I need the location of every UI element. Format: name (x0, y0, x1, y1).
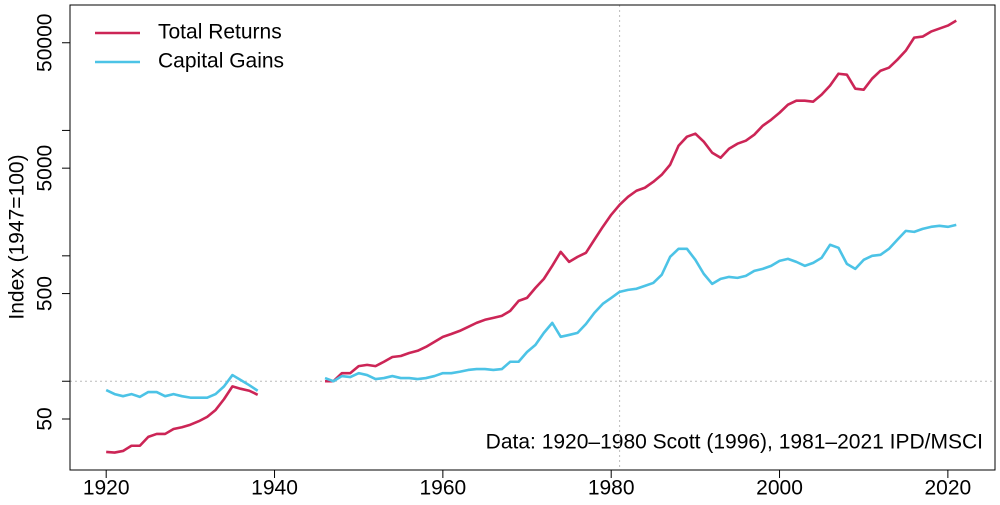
x-tick-label: 1960 (420, 477, 467, 500)
plot-frame (69, 4, 996, 471)
annotation: Data: 1920–1980 Scott (1996), 1981–2021 … (486, 431, 983, 454)
legend-label: Capital Gains (158, 50, 284, 73)
x-tick-label: 1980 (588, 477, 635, 500)
legend-label: Total Returns (158, 21, 282, 44)
y-tick-label: 50000 (34, 14, 57, 72)
y-tick-label: 50 (34, 407, 57, 430)
y-tick-label: 5000 (34, 145, 57, 192)
x-tick-label: 1920 (83, 477, 130, 500)
x-tick-label: 2000 (756, 477, 803, 500)
data-line (106, 19, 957, 454)
data-line (105, 223, 957, 399)
x-tick-label: 2020 (925, 477, 972, 500)
y-tick-label: 500 (34, 276, 57, 311)
x-tick-label: 1940 (251, 477, 298, 500)
y-axis-label: Index (1947=100) (6, 154, 29, 319)
